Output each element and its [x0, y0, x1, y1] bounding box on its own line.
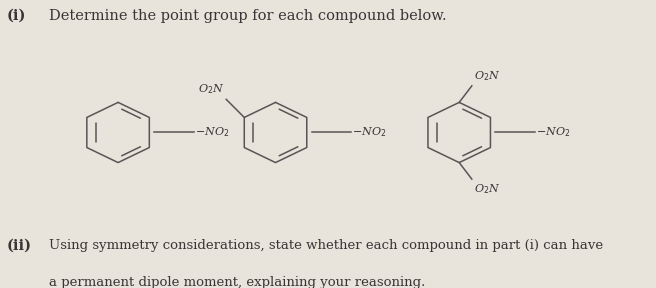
Text: $-$NO$_2$: $-$NO$_2$	[195, 126, 229, 139]
Text: $-$NO$_2$: $-$NO$_2$	[536, 126, 570, 139]
Text: a permanent dipole moment, explaining your reasoning.: a permanent dipole moment, explaining yo…	[49, 276, 426, 288]
Text: Determine the point group for each compound below.: Determine the point group for each compo…	[49, 9, 447, 23]
Text: O$_2$N: O$_2$N	[197, 83, 224, 96]
Text: O$_2$N: O$_2$N	[474, 69, 501, 83]
Text: (ii): (ii)	[7, 239, 31, 253]
Text: $-$NO$_2$: $-$NO$_2$	[352, 126, 386, 139]
Text: (i): (i)	[7, 9, 26, 23]
Text: Using symmetry considerations, state whether each compound in part (i) can have: Using symmetry considerations, state whe…	[49, 239, 604, 252]
Text: O$_2$N: O$_2$N	[474, 182, 501, 196]
